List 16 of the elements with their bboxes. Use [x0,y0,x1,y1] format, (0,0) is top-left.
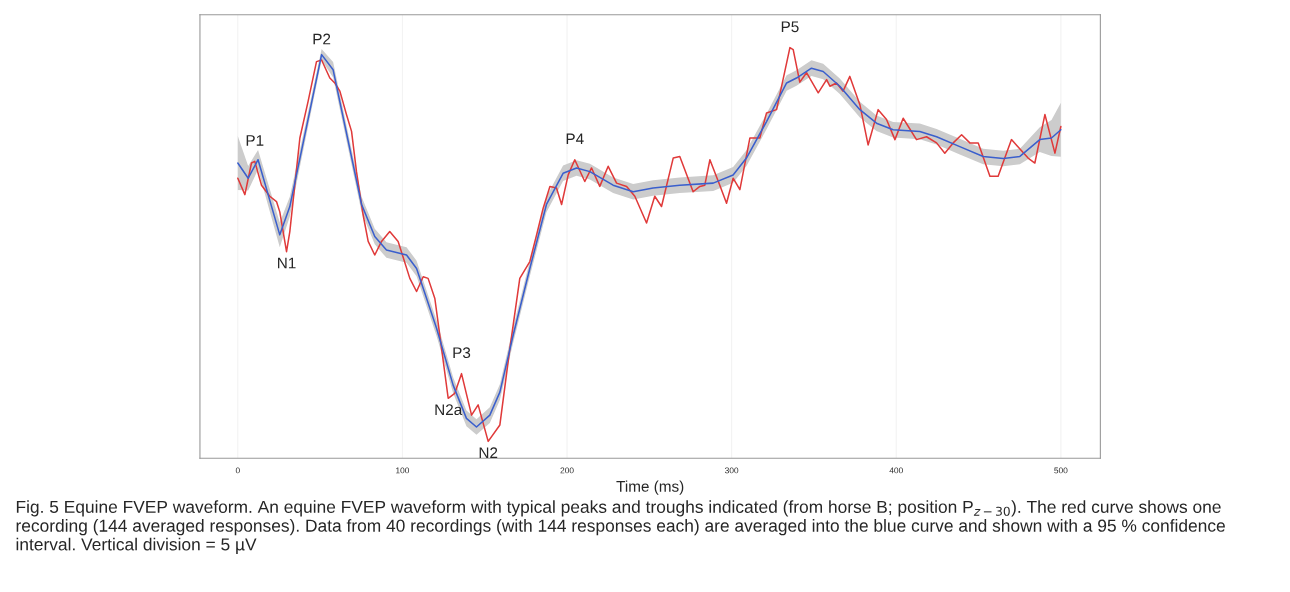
annotation: P1 [246,135,264,146]
annotation: P3 [453,347,471,359]
x-tick-label: 100 [396,467,410,474]
x-axis-title: Time (ms) [616,480,684,495]
annotation: N2a [435,404,463,416]
annotation: P2 [313,33,331,45]
annotation: N1 [278,257,296,269]
x-tick-label: 400 [889,467,903,474]
x-tick-label: 200 [560,467,574,474]
annotation: P4 [566,133,584,145]
x-tick-label: 300 [725,467,739,474]
caption: Fig. 5 Equine FVEP waveform. An equine FVEP waveform with typical peaks and troughs indicated (from horse B; position P$_{z−30}$). The red curve shows one recording (144 averaged responses). Data from 40 recordings (with 144 responses each) are averaged into the blue curve and shown with a 95 % confidence interval. Vertical division = 5 µV [16,500,1225,554]
annotation: N2 [479,447,498,458]
x-tick-label: 0 [235,467,240,474]
x-tick-label: 500 [1054,467,1068,474]
annotation: P5 [781,21,799,33]
